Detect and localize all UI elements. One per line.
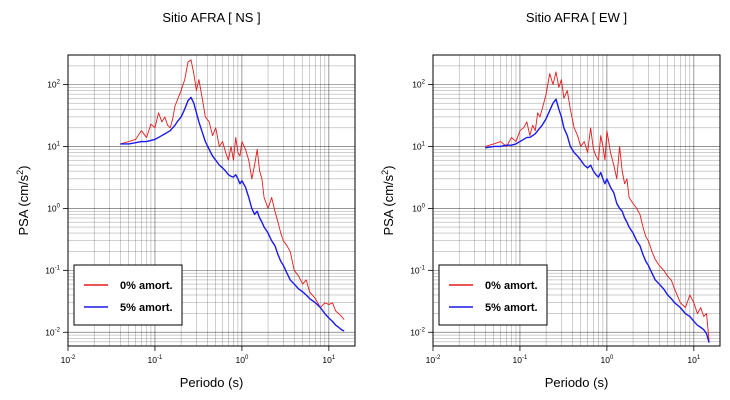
chart-panel-ew: Sitio AFRA [ EW ]10-2 10-1 100 10110-210-11… xyxy=(380,10,721,390)
y-tick-label-base: 10 xyxy=(412,141,422,151)
y-axis-label-base: PSA (cm/s xyxy=(381,174,396,235)
y-tick-label: 10-1 xyxy=(410,265,425,275)
legend-label: 0% amort. xyxy=(120,280,173,292)
y-tick-label-exp: -2 xyxy=(55,327,61,333)
series-line-undamped xyxy=(485,71,710,342)
legend: 0% amort. 5% amort. xyxy=(73,264,183,326)
y-tick-label-exp: 2 xyxy=(422,80,426,86)
chart-title: Sitio AFRA [ NS ] xyxy=(162,10,260,25)
y-tick-label-exp: -1 xyxy=(420,265,426,271)
y-axis-label: PSA (cm/s2) xyxy=(380,165,396,235)
y-tick-label-exp: 0 xyxy=(57,203,61,209)
y-tick-label: 100 xyxy=(412,203,425,213)
legend-box xyxy=(438,264,548,326)
y-tick-label-exp: -1 xyxy=(55,265,61,271)
plot-frame xyxy=(432,54,721,347)
legend: 0% amort. 5% amort. xyxy=(438,264,548,326)
y-tick-label-base: 10 xyxy=(47,203,57,213)
x-tick-label: 100 xyxy=(235,355,248,365)
chart-panel-ns: Sitio AFRA [ NS ]10-2 10-1 100 10110-210-11… xyxy=(15,10,356,390)
legend-label: 5% amort. xyxy=(120,302,173,314)
y-axis-label: PSA (cm/s2) xyxy=(15,165,31,235)
x-tick-label: 10-1 xyxy=(513,355,528,365)
y-tick-label: 100 xyxy=(47,203,60,213)
x-tick-label-base: 10 xyxy=(148,355,158,365)
y-tick-label-base: 10 xyxy=(45,327,55,337)
y-tick-label: 101 xyxy=(47,141,60,151)
x-tick-label: 100 xyxy=(600,355,613,365)
x-tick-label-exp: -2 xyxy=(435,355,441,361)
y-tick-label-base: 10 xyxy=(412,80,422,90)
x-tick-label: 101 xyxy=(687,355,700,365)
plot-frame xyxy=(67,54,356,347)
y-axis-label-exp: 2 xyxy=(380,170,390,175)
y-tick-label-base: 10 xyxy=(47,80,57,90)
x-tick-label: 10-2 xyxy=(426,355,441,365)
x-tick-label-base: 10 xyxy=(322,355,332,365)
x-axis-label: Periodo (s) xyxy=(180,375,244,390)
series-line-undamped xyxy=(120,59,345,320)
x-tick-label: 10-2 xyxy=(61,355,76,365)
y-axis-label-base: PSA (cm/s xyxy=(16,174,31,235)
x-tick-label-exp: 1 xyxy=(332,355,336,361)
x-tick-label-exp: 1 xyxy=(697,355,701,361)
x-tick-label-base: 10 xyxy=(61,355,71,365)
legend-label: 0% amort. xyxy=(485,280,538,292)
y-tick-label-exp: 2 xyxy=(57,80,61,86)
legend-box xyxy=(73,264,183,326)
x-tick-label-exp: -1 xyxy=(157,355,163,361)
x-tick-label-exp: 0 xyxy=(245,355,249,361)
grid xyxy=(432,54,721,347)
x-tick-label-exp: -1 xyxy=(522,355,528,361)
legend-label: 5% amort. xyxy=(485,302,538,314)
y-tick-label-base: 10 xyxy=(45,265,55,275)
series-line-damped xyxy=(120,96,345,332)
y-tick-label-exp: 0 xyxy=(422,203,426,209)
y-axis-label-close: ) xyxy=(381,165,396,169)
y-tick-label-exp: 1 xyxy=(422,141,426,147)
x-tick-label: 10-1 xyxy=(148,355,163,365)
chart-title: Sitio AFRA [ EW ] xyxy=(526,10,627,25)
x-tick-label-exp: 0 xyxy=(610,355,614,361)
x-tick-label-base: 10 xyxy=(600,355,610,365)
y-tick-label-base: 10 xyxy=(47,141,57,151)
y-tick-label: 10-2 xyxy=(410,327,425,337)
y-tick-label: 10-1 xyxy=(45,265,60,275)
y-tick-label-base: 10 xyxy=(412,203,422,213)
x-tick-label-base: 10 xyxy=(687,355,697,365)
y-tick-label: 101 xyxy=(412,141,425,151)
y-axis-label-close: ) xyxy=(16,165,31,169)
y-axis-label-exp: 2 xyxy=(15,170,25,175)
x-tick-label-base: 10 xyxy=(513,355,523,365)
y-tick-label-base: 10 xyxy=(410,327,420,337)
x-tick-label-base: 10 xyxy=(235,355,245,365)
x-axis-label: Periodo (s) xyxy=(545,375,609,390)
x-tick-label-base: 10 xyxy=(426,355,436,365)
y-tick-label-exp: -2 xyxy=(420,327,426,333)
series-line-damped xyxy=(485,98,710,343)
y-tick-label: 102 xyxy=(47,80,60,90)
x-tick-label: 101 xyxy=(322,355,335,365)
y-tick-label: 10-2 xyxy=(45,327,60,337)
x-tick-label-exp: -2 xyxy=(70,355,76,361)
y-tick-label-exp: 1 xyxy=(57,141,61,147)
y-tick-label-base: 10 xyxy=(410,265,420,275)
y-tick-label: 102 xyxy=(412,80,425,90)
